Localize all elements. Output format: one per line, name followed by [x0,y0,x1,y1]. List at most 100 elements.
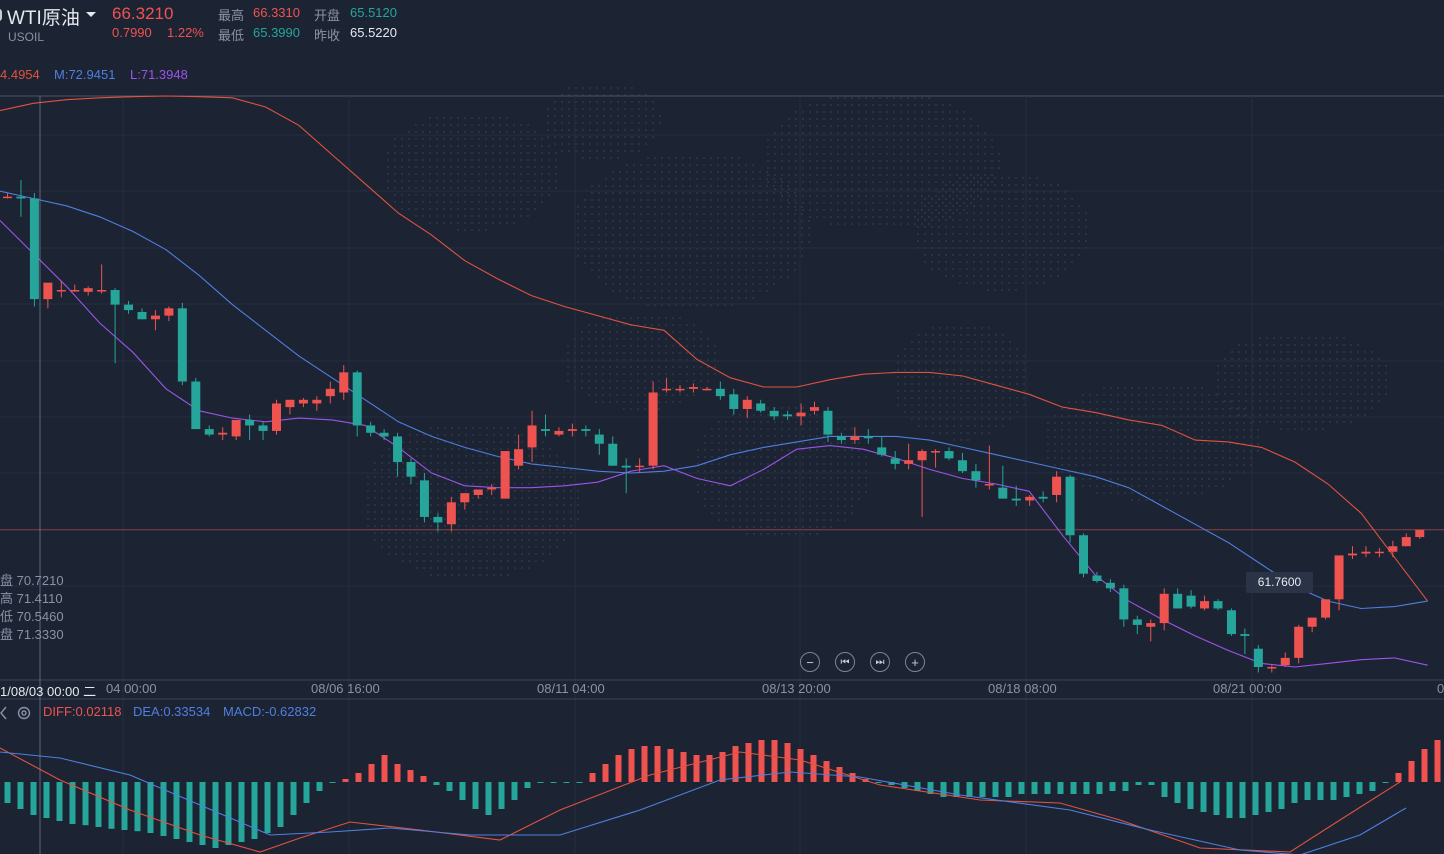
map-dot [409,532,411,534]
map-dot [907,97,909,99]
map-dot [1301,351,1303,353]
map-dot [1187,471,1189,473]
map-dot [1071,198,1073,200]
map-dot [994,198,996,200]
candle-body [1401,537,1411,547]
symbol-name[interactable]: WTI原油 [7,8,80,29]
map-dot [809,498,811,500]
scroll-left-button[interactable]: ⏮ [835,652,855,672]
map-dot [938,205,940,207]
map-dot [949,125,951,127]
map-dot [1022,233,1024,235]
map-dot [1273,344,1275,346]
map-dot [689,262,691,264]
map-dot [451,567,453,569]
map-dot [444,448,446,450]
zoom-in-button[interactable]: + [905,652,925,672]
map-dot [1273,393,1275,395]
map-dot [837,118,839,120]
map-dot [568,136,570,138]
map-dot [953,348,955,350]
map-dot [731,276,733,278]
map-dot [451,483,453,485]
map-dot [717,199,719,201]
map-dot [953,439,955,441]
map-dot [752,262,754,264]
map-dot [1371,372,1373,374]
map-dot [858,160,860,162]
map-dot [689,234,691,236]
gear-icon[interactable] [16,705,32,721]
map-dot [408,159,410,161]
map-dot [640,283,642,285]
map-dot [401,194,403,196]
map-dot [707,338,709,340]
map-dot [1287,393,1289,395]
map-dot [568,129,570,131]
map-dot [816,125,818,127]
map-dot [886,132,888,134]
map-dot [1173,429,1175,431]
map-dot [500,518,502,520]
map-dot [619,192,621,194]
map-dot [520,194,522,196]
map-dot [711,491,713,493]
candle-body [527,425,537,448]
boll-lower-line [0,220,1428,668]
candle-body [325,388,335,397]
map-dot [422,124,424,126]
map-dot [1131,471,1133,473]
map-dot [1250,422,1252,424]
map-dot [408,145,410,147]
map-dot [932,348,934,350]
scroll-right-button[interactable]: ⏭ [870,652,890,672]
macd-histogram-bar [446,782,453,791]
map-dot [507,504,509,506]
map-dot [381,518,383,520]
map-dot [953,355,955,357]
map-dot [794,199,796,201]
map-dot [682,304,684,306]
map-dot [731,185,733,187]
map-dot [1009,397,1011,399]
prev-close-label: 昨收 [314,28,341,43]
map-dot [588,380,590,382]
map-dot [1250,443,1252,445]
map-dot [595,338,597,340]
map-dot [1050,226,1052,228]
map-dot [577,255,579,257]
map-dot [1308,344,1310,346]
map-dot [1166,401,1168,403]
map-dot [633,220,635,222]
map-dot [872,160,874,162]
map-dot [589,108,591,110]
map-dot [959,261,961,263]
map-dot [759,241,761,243]
map-dot [478,187,480,189]
map-dot [939,369,941,371]
map-dot [1008,212,1010,214]
map-dot [981,404,983,406]
map-dot [816,491,818,493]
map-dot [787,234,789,236]
map-dot [788,477,790,479]
chevron-down-icon[interactable] [86,12,96,17]
map-dot [612,227,614,229]
map-dot [520,173,522,175]
map-dot [591,199,593,201]
map-dot [1159,443,1161,445]
collapse-icon[interactable] [0,706,8,720]
map-dot [1015,177,1017,179]
map-dot [633,206,635,208]
map-dot [451,441,453,443]
map-dot [633,276,635,278]
map-dot [801,206,803,208]
map-dot [479,469,481,471]
map-dot [1173,422,1175,424]
zoom-out-button[interactable]: − [800,652,820,672]
map-dot [710,297,712,299]
map-dot [429,173,431,175]
macd-histogram-bar [1226,782,1233,818]
macd-histogram-bar [459,782,466,800]
